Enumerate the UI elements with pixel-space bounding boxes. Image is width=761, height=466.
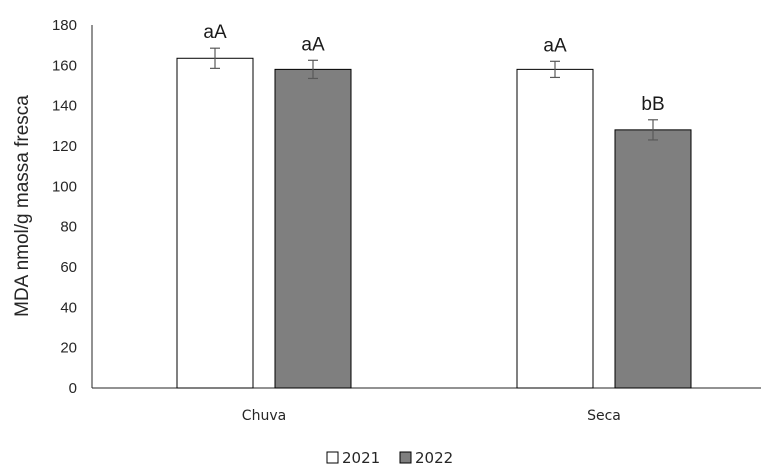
legend: 2021 2022 <box>327 449 453 466</box>
y-tick-label: 20 <box>60 340 77 357</box>
y-tick-label: 80 <box>60 219 77 236</box>
y-tick-label: 100 <box>52 178 77 195</box>
legend-item-2022: 2022 <box>400 449 453 466</box>
legend-swatch <box>400 452 411 463</box>
y-tick-label: 120 <box>52 138 77 155</box>
y-axis-ticks: 0 20 40 60 80 100 120 140 160 180 <box>52 17 77 397</box>
x-category-label: Chuva <box>242 408 286 424</box>
bar-2022-chuva <box>275 69 351 388</box>
bars-group: aA aA aA bB <box>177 22 691 388</box>
legend-swatch <box>327 452 338 463</box>
bar-2021-seca <box>517 69 593 388</box>
bar-2022-seca <box>615 130 691 388</box>
bar-2021-chuva <box>177 58 253 388</box>
y-tick-label: 160 <box>52 57 77 74</box>
y-axis-title: MDA nmol/g massa fresca <box>12 95 33 317</box>
y-tick-label: 180 <box>52 17 77 34</box>
y-tick-label: 40 <box>60 299 77 316</box>
data-label: aA <box>543 35 567 56</box>
y-tick-label: 60 <box>60 259 77 276</box>
data-label: bB <box>641 94 664 115</box>
legend-item-2021: 2021 <box>327 449 380 466</box>
data-label: aA <box>301 34 325 55</box>
y-tick-label: 0 <box>69 380 77 397</box>
x-category-label: Seca <box>587 408 621 424</box>
category-labels: Chuva Seca <box>242 408 621 424</box>
data-label: aA <box>203 22 227 43</box>
legend-label: 2022 <box>415 449 453 466</box>
y-tick-label: 140 <box>52 98 77 115</box>
legend-label: 2021 <box>342 449 380 466</box>
